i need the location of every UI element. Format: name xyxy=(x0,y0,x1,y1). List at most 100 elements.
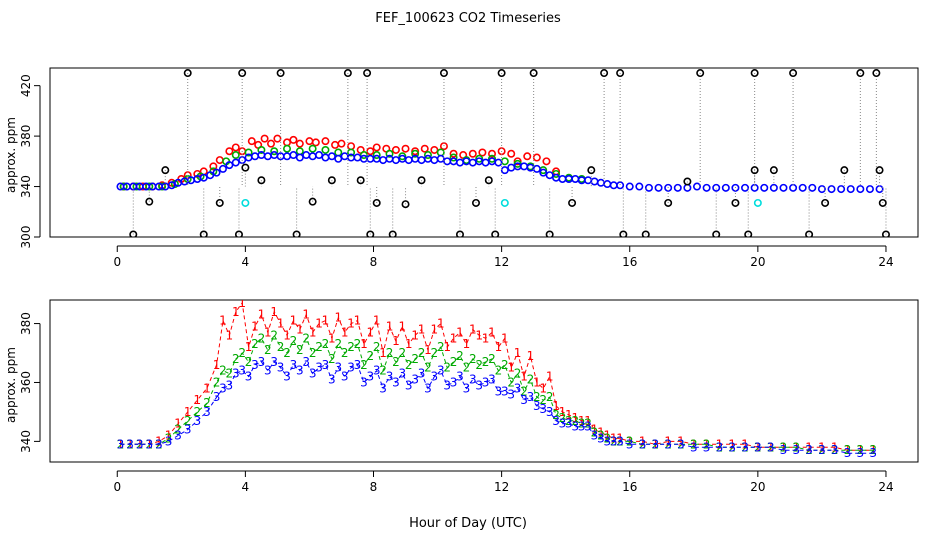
top-series-3-point xyxy=(199,173,208,182)
bottom-series-2-marker: 2 xyxy=(626,434,634,448)
bottom-series-2-marker: 2 xyxy=(469,352,477,366)
bottom-series-1-marker: 1 xyxy=(334,311,342,325)
bottom-series-1-marker: 1 xyxy=(392,334,400,348)
top-series-3-point xyxy=(808,183,817,192)
top-x-tick-label: 8 xyxy=(370,255,378,269)
bottom-series-2-marker: 2 xyxy=(703,437,711,451)
bottom-series-3-marker: 3 xyxy=(386,370,394,384)
top-series-3-point xyxy=(340,152,349,161)
bottom-series-3-marker: 3 xyxy=(857,446,865,460)
top-series-2-point xyxy=(308,144,317,153)
top-series-1-point xyxy=(523,152,532,161)
top-series-3-point xyxy=(789,183,798,192)
top-series-2-point xyxy=(158,182,167,191)
bottom-series-1-marker: 1 xyxy=(571,411,579,425)
bottom-series-2-marker: 2 xyxy=(213,375,221,389)
top-series-3-point xyxy=(481,158,490,167)
bottom-series-1-marker: 1 xyxy=(741,437,749,451)
top-series-3-point xyxy=(494,158,503,167)
bottom-series-3-marker: 3 xyxy=(126,437,134,451)
bottom-series-1-marker: 1 xyxy=(639,434,647,448)
bottom-series-2-marker: 2 xyxy=(347,340,355,354)
bottom-series-2-marker: 2 xyxy=(424,361,432,375)
top-series-1-point xyxy=(401,144,410,153)
top-series-3-point xyxy=(212,168,221,177)
top-series-3-point xyxy=(865,185,874,194)
bottom-series-1-marker: 1 xyxy=(677,434,685,448)
bottom-series-2-marker: 2 xyxy=(399,346,407,360)
bottom-series-2-marker: 2 xyxy=(341,346,349,360)
bottom-series-3-marker: 3 xyxy=(514,381,522,395)
bottom-series-2-marker: 2 xyxy=(296,343,304,357)
bottom-series-3-marker: 3 xyxy=(780,443,788,457)
top-series-3-point xyxy=(250,152,259,161)
bottom-series-2-marker: 2 xyxy=(379,364,387,378)
bottom-series-1-marker: 1 xyxy=(219,314,227,328)
bottom-series-2-marker: 2 xyxy=(431,346,439,360)
top-series-1-point xyxy=(468,149,477,158)
bottom-series-3-marker: 3 xyxy=(507,387,515,401)
bottom-series-3-marker: 3 xyxy=(716,440,724,454)
top-series-3-point xyxy=(167,181,176,190)
bottom-series-3-marker: 3 xyxy=(290,358,298,372)
top-series-4-point xyxy=(696,69,705,78)
bottom-series-1-marker: 1 xyxy=(818,440,826,454)
top-series-3-point xyxy=(856,185,865,194)
bottom-series-3-marker: 3 xyxy=(405,378,413,392)
bottom-series-3-marker: 3 xyxy=(501,384,509,398)
bottom-series-1-marker: 1 xyxy=(264,325,272,339)
top-series-1-point xyxy=(347,142,356,151)
bottom-series-3-marker: 3 xyxy=(184,423,192,437)
bottom-series-3-marker: 3 xyxy=(475,378,483,392)
bottom-series-3-marker: 3 xyxy=(869,446,877,460)
top-plot-frame xyxy=(49,67,919,238)
top-series-2-point xyxy=(372,151,381,160)
top-series-4-point xyxy=(276,69,285,78)
top-series-2-point xyxy=(488,154,497,163)
bottom-series-3-marker: 3 xyxy=(571,420,579,434)
top-series-3-point xyxy=(315,151,324,160)
bottom-series-3-marker: 3 xyxy=(264,364,272,378)
top-series-2-point xyxy=(145,182,154,191)
top-x-tick-label: 12 xyxy=(494,255,509,269)
bottom-x-tick-label: 4 xyxy=(242,480,250,494)
top-series-3-point xyxy=(366,154,375,163)
top-series-1-point xyxy=(542,157,551,166)
bottom-series-3-marker: 3 xyxy=(677,437,685,451)
top-series-3-point xyxy=(443,157,452,166)
top-series-4-point xyxy=(129,230,138,237)
bottom-series-3-marker: 3 xyxy=(527,390,535,404)
bottom-series-1-marker: 1 xyxy=(411,328,419,342)
bottom-series-2-marker: 2 xyxy=(520,384,528,398)
bottom-series-3-marker: 3 xyxy=(399,367,407,381)
top-series-3-point xyxy=(644,183,653,192)
bottom-series-2-marker: 2 xyxy=(539,393,547,407)
top-series-2-point xyxy=(231,151,240,160)
bottom-series-1-marker: 1 xyxy=(309,325,317,339)
bottom-series-2-marker: 2 xyxy=(792,440,800,454)
bottom-series-2-marker: 2 xyxy=(565,414,573,428)
bottom-series-3-marker: 3 xyxy=(792,443,800,457)
bottom-series-1-marker: 1 xyxy=(495,340,503,354)
top-series-2-point xyxy=(411,149,420,158)
bottom-series-1-marker: 1 xyxy=(341,325,349,339)
bottom-series-3-marker: 3 xyxy=(213,390,221,404)
bottom-series-1-marker: 1 xyxy=(533,375,541,389)
top-series-4-point xyxy=(455,230,464,237)
top-series-2-point xyxy=(257,145,266,154)
bottom-series-1-marker: 1 xyxy=(366,325,374,339)
bottom-y-axis-label: approx. ppm xyxy=(4,347,18,423)
bottom-plot-frame xyxy=(49,299,919,463)
top-series-3-point xyxy=(206,171,215,180)
top-y-axis-label: approx. ppm xyxy=(4,117,18,193)
bottom-series-3-marker: 3 xyxy=(431,370,439,384)
top-series-3-point xyxy=(379,156,388,165)
bottom-series-3-marker: 3 xyxy=(495,384,503,398)
bottom-series-3-marker: 3 xyxy=(232,367,240,381)
bottom-series-3-marker: 3 xyxy=(533,399,541,413)
bottom-series-3-marker: 3 xyxy=(603,434,611,448)
top-series-3-point xyxy=(558,174,567,183)
top-series-5-point xyxy=(500,198,509,207)
bottom-series-1-marker: 1 xyxy=(322,314,330,328)
bottom-series-2-marker: 2 xyxy=(334,337,342,351)
